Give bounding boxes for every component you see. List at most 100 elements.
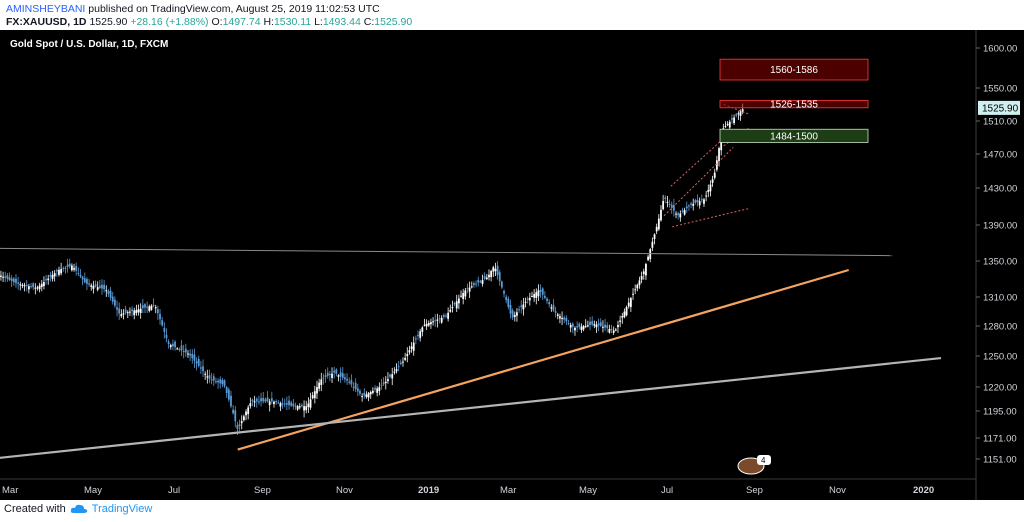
candle-body xyxy=(593,324,596,326)
channel-line[interactable] xyxy=(672,207,750,228)
last-price: 1525.90 xyxy=(89,16,128,28)
candle-body xyxy=(550,307,553,309)
candle-body xyxy=(440,317,443,323)
channel-line[interactable] xyxy=(663,147,734,217)
candle-body xyxy=(270,398,273,402)
candle-body xyxy=(625,307,628,316)
candle-body xyxy=(718,148,720,162)
candle-body xyxy=(726,123,729,125)
candle-body xyxy=(333,370,336,373)
candle-body xyxy=(187,353,189,355)
candle-body xyxy=(240,421,243,424)
candle-body xyxy=(51,274,54,279)
candle-body xyxy=(137,309,140,313)
badge-count-box xyxy=(757,455,771,465)
price-zone-resistance[interactable] xyxy=(719,99,869,109)
candle-body xyxy=(552,304,555,311)
candle-body xyxy=(285,403,288,405)
candle-body xyxy=(86,279,88,284)
candle-body xyxy=(397,366,400,368)
candle-body xyxy=(582,326,585,330)
candle-body xyxy=(410,346,413,350)
candle-body xyxy=(414,338,417,340)
candle-body xyxy=(38,285,41,290)
candle-body xyxy=(326,372,329,376)
candle-body xyxy=(58,269,60,275)
candle-body xyxy=(70,265,73,271)
trendline-grey-thin[interactable] xyxy=(0,247,893,257)
candle-body xyxy=(737,113,740,115)
candle-body xyxy=(462,293,465,299)
candle-body xyxy=(251,399,254,402)
candle-body xyxy=(275,401,278,403)
candle-body xyxy=(447,312,450,319)
candle-body xyxy=(481,280,484,284)
candle-body xyxy=(707,189,710,193)
candle-body xyxy=(361,396,364,398)
candle-body xyxy=(419,331,422,338)
candle-body xyxy=(391,374,394,379)
candle-body xyxy=(6,275,9,279)
candle-body xyxy=(369,392,372,395)
candle-body xyxy=(298,406,301,408)
candle-body xyxy=(498,272,501,282)
candle-body xyxy=(528,297,531,301)
candle-body xyxy=(602,326,604,328)
candle-body xyxy=(604,324,606,328)
candle-body xyxy=(513,314,516,318)
candle-body xyxy=(561,317,563,319)
candle-body xyxy=(677,213,680,216)
candle-body xyxy=(739,111,742,116)
candle-body xyxy=(210,379,213,381)
price-axis[interactable]: 1151.00 1171.00 1195.00 1220.00 1250.00 1280.… xyxy=(976,44,1017,466)
trendlines-layer xyxy=(0,104,942,459)
candle-body xyxy=(277,402,280,404)
candle-body xyxy=(68,263,71,267)
candle-body xyxy=(227,389,230,400)
event-badge[interactable]: 4 xyxy=(737,455,771,475)
candle-body xyxy=(356,388,359,392)
candle-body xyxy=(195,361,198,364)
candle-body xyxy=(668,203,671,205)
candle-body xyxy=(505,296,508,301)
candle-body xyxy=(318,382,321,389)
candle-body xyxy=(627,302,630,307)
candle-body xyxy=(290,402,293,406)
candle-body xyxy=(606,325,609,329)
author-name[interactable]: AMINSHEYBANI xyxy=(6,3,86,15)
candle-body xyxy=(597,323,600,326)
candle-body xyxy=(645,264,647,276)
candle-body xyxy=(47,278,50,281)
price-chart[interactable]: 1560-1586 1526-1535 1484-1500 1151.00 1171.… xyxy=(0,30,1024,500)
candle-body xyxy=(526,298,529,300)
candle-body xyxy=(307,403,310,408)
candle-body xyxy=(664,197,667,199)
trendline-orange[interactable] xyxy=(237,268,849,451)
candle-body xyxy=(696,199,699,203)
candle-body xyxy=(296,406,299,410)
candle-body xyxy=(511,310,514,318)
candle-body xyxy=(17,282,20,284)
candle-body xyxy=(255,398,258,402)
candle-body xyxy=(608,329,611,333)
candle-body xyxy=(262,397,265,402)
candle-body xyxy=(184,348,187,353)
candle-body xyxy=(580,326,583,331)
candle-body xyxy=(389,374,391,377)
candle-body xyxy=(133,310,136,316)
time-axis[interactable]: Mar May Jul Sep Nov 2019 Mar May Jul Sep Nov 2020 xyxy=(2,485,934,496)
candle-body xyxy=(494,268,497,272)
y-tick-label: 1171.00 xyxy=(983,434,1017,445)
candle-body xyxy=(638,280,641,286)
candle-body xyxy=(268,401,271,406)
y-tick-label: 1195.00 xyxy=(983,407,1017,418)
trendline-grey[interactable] xyxy=(0,356,942,459)
candle-body xyxy=(55,270,58,272)
price-zone-resistance[interactable] xyxy=(719,58,869,81)
candle-body xyxy=(352,386,355,388)
candle-body xyxy=(206,376,209,378)
candle-body xyxy=(741,109,744,112)
channel-line[interactable] xyxy=(670,133,730,187)
price-zone-support[interactable] xyxy=(719,128,869,143)
tradingview-link[interactable]: TradingView xyxy=(91,503,153,515)
